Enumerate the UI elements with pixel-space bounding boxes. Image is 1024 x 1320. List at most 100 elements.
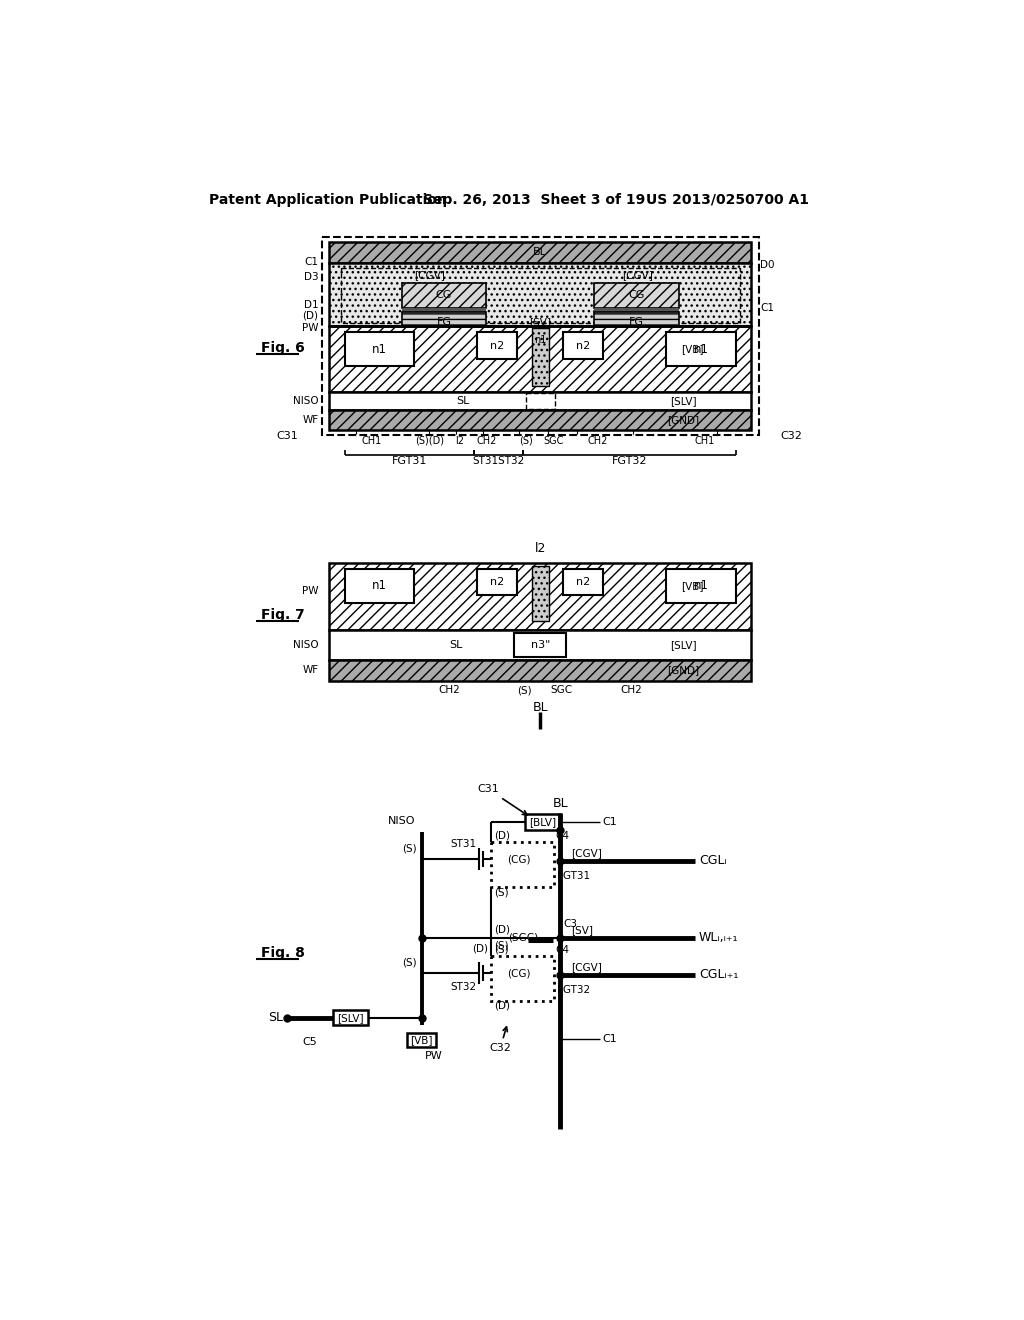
- Bar: [401, 312, 486, 331]
- Text: (S): (S): [494, 940, 509, 950]
- Text: [CGV]: [CGV]: [571, 962, 602, 972]
- Text: C31: C31: [276, 432, 298, 441]
- Text: BL: BL: [552, 797, 568, 810]
- Bar: [345, 569, 414, 603]
- Text: SL: SL: [268, 1011, 283, 1024]
- Text: (CG): (CG): [507, 968, 530, 978]
- Bar: [667, 333, 736, 367]
- Text: (D): (D): [494, 832, 510, 841]
- Text: (S): (S): [494, 888, 509, 898]
- Bar: [330, 660, 752, 681]
- Text: CG: CG: [436, 290, 453, 301]
- Bar: [563, 569, 603, 595]
- Text: [VB]: [VB]: [411, 1035, 433, 1045]
- Text: FGT32: FGT32: [557, 985, 590, 994]
- Text: l2: l2: [456, 436, 465, 446]
- Bar: [333, 1010, 369, 1026]
- Text: [GND]: [GND]: [668, 665, 699, 676]
- Bar: [407, 1034, 436, 1047]
- Bar: [594, 284, 679, 308]
- Text: l2: l2: [535, 543, 546, 556]
- Bar: [330, 411, 752, 430]
- Text: Sep. 26, 2013  Sheet 3 of 19: Sep. 26, 2013 Sheet 3 of 19: [423, 193, 645, 207]
- Bar: [594, 308, 679, 312]
- Bar: [490, 956, 554, 1001]
- Text: [BLV]: [BLV]: [529, 817, 556, 828]
- Text: FGT31: FGT31: [391, 455, 427, 466]
- Text: Fig. 8: Fig. 8: [261, 946, 305, 960]
- Bar: [563, 333, 603, 359]
- Text: [CGV]: [CGV]: [414, 271, 444, 280]
- Text: D3: D3: [304, 272, 318, 282]
- Text: (SGC): (SGC): [508, 933, 538, 942]
- Bar: [594, 312, 679, 331]
- Text: [SV]: [SV]: [529, 317, 551, 326]
- Text: CGLᵢ₊₁: CGLᵢ₊₁: [698, 969, 738, 981]
- Text: SGC: SGC: [551, 685, 572, 696]
- Bar: [531, 327, 549, 385]
- Text: US 2013/0250700 A1: US 2013/0250700 A1: [646, 193, 809, 207]
- Text: PW: PW: [425, 1051, 442, 1061]
- Text: FG: FG: [436, 317, 452, 326]
- Text: [SV]: [SV]: [571, 925, 593, 935]
- Text: CH1: CH1: [695, 436, 715, 446]
- Text: C1: C1: [602, 817, 617, 828]
- Text: WF: WF: [302, 416, 318, 425]
- Bar: [525, 393, 555, 409]
- Text: WLᵢ,ᵢ₊₁: WLᵢ,ᵢ₊₁: [698, 931, 738, 944]
- Text: PW: PW: [302, 323, 318, 333]
- Text: C4: C4: [556, 945, 569, 954]
- Text: SGC: SGC: [544, 436, 564, 446]
- Text: C1: C1: [602, 1035, 617, 1044]
- Text: FG: FG: [629, 317, 644, 326]
- Text: FGT31: FGT31: [557, 871, 590, 880]
- Text: [SLV]: [SLV]: [671, 640, 697, 649]
- Text: [SLV]: [SLV]: [338, 1012, 365, 1023]
- Text: (D): (D): [494, 1001, 510, 1010]
- Bar: [322, 238, 759, 434]
- Text: CH2: CH2: [438, 685, 460, 696]
- Text: BL: BL: [532, 701, 548, 714]
- Text: ST31ST32: ST31ST32: [472, 455, 524, 466]
- Bar: [341, 268, 739, 323]
- Text: (D): (D): [472, 944, 487, 953]
- Bar: [330, 326, 752, 392]
- Text: NISO: NISO: [293, 640, 318, 649]
- Text: (D): (D): [302, 310, 318, 321]
- Text: n2: n2: [577, 577, 591, 587]
- Text: (S): (S): [519, 436, 534, 446]
- Bar: [330, 263, 752, 326]
- Text: PW: PW: [302, 586, 318, 597]
- Text: C1: C1: [761, 302, 774, 313]
- Bar: [330, 242, 752, 263]
- Bar: [330, 562, 752, 631]
- Text: Fig. 6: Fig. 6: [261, 341, 305, 355]
- Text: n1: n1: [372, 579, 387, 593]
- Text: (S): (S): [402, 957, 417, 968]
- Text: (S): (S): [517, 685, 532, 696]
- Text: n3": n3": [530, 640, 550, 649]
- Bar: [524, 814, 560, 830]
- Text: C5: C5: [302, 1038, 317, 1047]
- Text: NISO: NISO: [388, 816, 416, 826]
- Text: n1: n1: [372, 343, 387, 356]
- Text: CG: CG: [629, 290, 645, 301]
- Text: n1: n1: [693, 579, 709, 593]
- Text: WF: WF: [302, 665, 318, 676]
- Bar: [345, 333, 414, 367]
- Text: ST32: ST32: [451, 982, 476, 991]
- Text: SL: SL: [457, 396, 470, 407]
- Text: (D): (D): [494, 925, 510, 935]
- Text: (S): (S): [494, 945, 509, 954]
- Text: (S)(D): (S)(D): [415, 436, 443, 446]
- Text: SL: SL: [449, 640, 462, 649]
- Text: C31: C31: [478, 784, 527, 814]
- Text: FGT32: FGT32: [611, 455, 647, 466]
- Text: NISO: NISO: [293, 396, 318, 407]
- Text: n1: n1: [534, 335, 547, 345]
- Text: BL: BL: [534, 247, 547, 257]
- Text: [CGV]: [CGV]: [622, 271, 652, 280]
- Bar: [531, 566, 549, 622]
- Text: (CG): (CG): [507, 854, 530, 865]
- Bar: [477, 569, 517, 595]
